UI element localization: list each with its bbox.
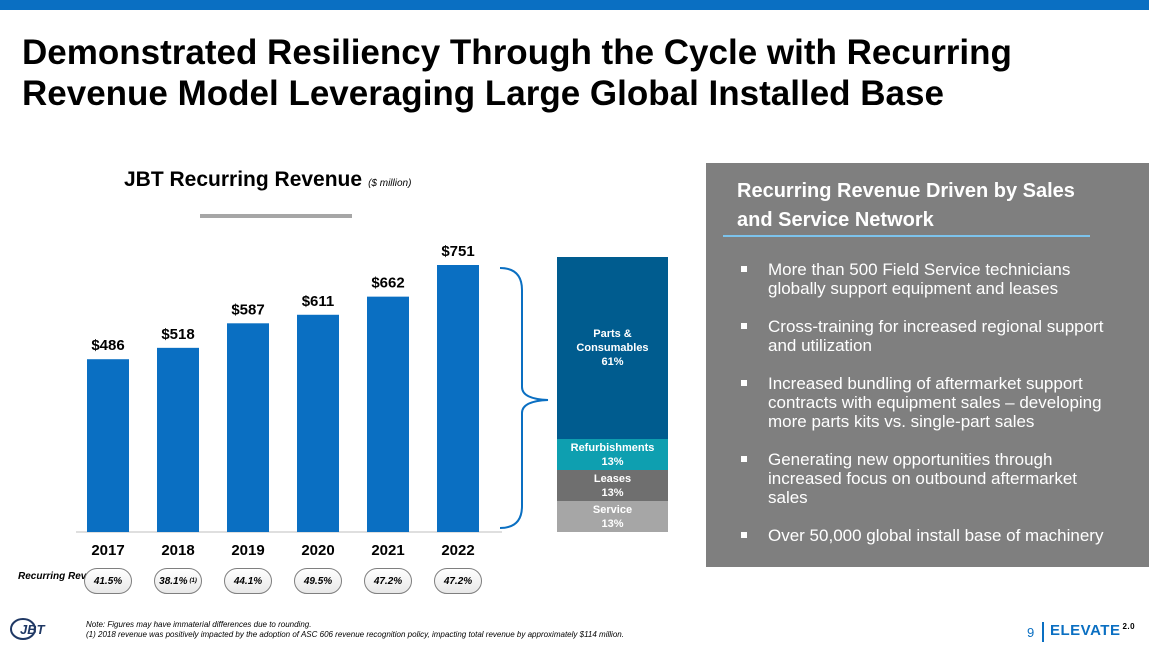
brand-name: ELEVATE [1050,622,1121,639]
x-tick-label: 2018 [161,542,194,559]
brand-separator [1042,622,1044,642]
x-tick-label: 2019 [231,542,264,559]
segment-parts-pct: 61% [601,356,624,368]
bar-value-label: $751 [441,243,474,260]
x-tick-label: 2020 [301,542,334,559]
bar-value-label: $662 [371,275,404,292]
footnote-asc606: (1) 2018 revenue was positively impacted… [86,630,624,639]
recurring-revenue-label: Recurring Revenue % [18,571,122,582]
recurring-percent-value: 49.5% [303,575,333,587]
x-tick-label: 2022 [441,542,474,559]
footnote-marker: (1) [189,578,197,584]
panel-bullet-text: More than 500 Field Service technicians … [768,260,1071,298]
bar-2020 [297,314,339,532]
x-tick-label: 2017 [91,542,124,559]
panel-bullet-text: Cross-training for increased regional su… [768,317,1104,355]
segment-refurbishments-pct: 13% [601,455,624,468]
recurring-percent-value: 47.2% [373,575,403,587]
elevate-brand: ELEVATE 2.0 [1050,622,1135,639]
square-bullet-icon [741,456,747,462]
panel-bullet: Increased bundling of aftermarket suppor… [741,374,1121,431]
panel-bullet-text: Increased bundling of aftermarket suppor… [768,374,1102,431]
bar-2022 [437,265,479,532]
recurring-percent-pill: 41.5% [84,568,132,594]
square-bullet-icon [741,266,747,272]
segment-refurbishments: Refurbishments 13% [557,439,668,470]
recurring-percent-pill: 49.5% [294,568,342,594]
chart-unit: ($ million) [368,178,412,189]
bar-value-label: $518 [161,326,194,343]
panel-bullet: Over 50,000 global install base of machi… [741,526,1121,545]
panel-bullet-list: More than 500 Field Service technicians … [741,260,1121,564]
panel-bullet-text: Generating new opportunities through inc… [768,450,1078,507]
recurring-percent-pill: 47.2% [364,568,412,594]
recurring-percent-pill: 38.1% (1) [154,568,202,594]
recurring-percent-value: 41.5% [93,575,123,587]
recurring-percent-value: 38.1% [159,575,188,587]
segment-service-label: Service [592,503,633,516]
chart-title-underline [200,214,352,218]
bar-2021 [367,296,409,532]
bar-2018 [157,347,199,532]
recurring-percent-value: 47.2% [443,575,473,587]
jbt-logo: JBT [10,618,46,640]
square-bullet-icon [741,380,747,386]
bar-value-label: $587 [231,301,264,318]
chart-title-text: JBT Recurring Revenue [124,168,363,191]
panel-bullet-text: Over 50,000 global install base of machi… [768,526,1104,545]
panel-bullet: Generating new opportunities through inc… [741,450,1121,507]
bar-value-label: $611 [302,293,335,310]
brand-version: 2.0 [1122,622,1136,631]
segment-parts-consumables: Parts & Consumables 61% [557,257,668,439]
chart-title: JBT Recurring Revenue ($ million) [124,168,411,192]
svg-text:JBT: JBT [20,622,46,637]
square-bullet-icon [741,532,747,538]
bar-value-label: $486 [91,337,124,354]
segment-service-pct: 13% [601,517,624,530]
slide-title: Demonstrated Resiliency Through the Cycl… [22,33,1012,113]
page-number: 9 [1027,625,1035,640]
panel-title: Recurring Revenue Driven by Sales and Se… [737,180,1075,231]
segment-parts-label: Parts & Consumables [576,328,649,354]
square-bullet-icon [741,323,747,329]
bar-2019 [227,323,269,532]
bar-2017 [87,359,129,532]
segment-leases: Leases 13% [557,470,668,501]
bars-layer: $486 2017 $518 2018 $587 2019 $611 2020 $662 2021… [87,243,479,559]
segment-service: Service 13% [557,501,668,532]
segment-refurbishments-label: Refurbishments [570,441,655,454]
recurring-revenue-panel: Recurring Revenue Driven by Sales and Se… [706,163,1149,567]
footnotes: Note: Figures may have immaterial differ… [86,620,624,640]
panel-bullet: Cross-training for increased regional su… [741,317,1121,355]
recurring-percent-pill: 44.1% [224,568,272,594]
recurring-percent-value: 44.1% [233,575,263,587]
bracket-connector [499,267,549,529]
panel-divider [723,235,1090,237]
footnote-rounding: Note: Figures may have immaterial differ… [86,620,312,629]
segment-leases-label: Leases [593,472,632,485]
segment-leases-pct: 13% [601,486,624,499]
panel-bullet: More than 500 Field Service technicians … [741,260,1121,298]
top-accent-bar [0,0,1149,10]
recurring-percent-pill: 47.2% [434,568,482,594]
x-tick-label: 2021 [371,542,404,559]
